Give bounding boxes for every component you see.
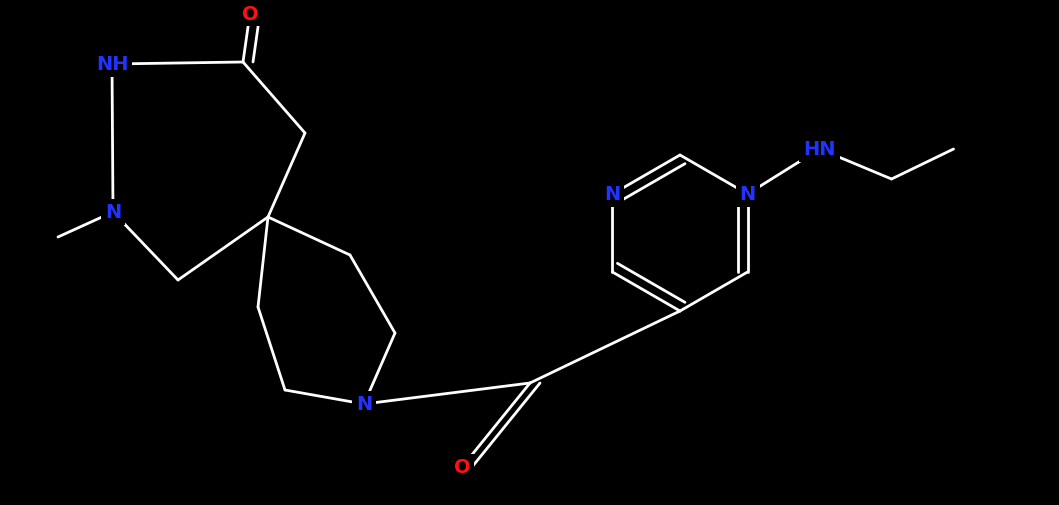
Text: N: N xyxy=(356,395,372,414)
Text: N: N xyxy=(739,185,756,204)
Text: HN: HN xyxy=(804,140,836,159)
Text: N: N xyxy=(605,185,621,204)
Text: N: N xyxy=(105,203,121,222)
Text: NH: NH xyxy=(95,56,128,74)
Text: O: O xyxy=(453,458,470,477)
Text: O: O xyxy=(241,5,258,23)
